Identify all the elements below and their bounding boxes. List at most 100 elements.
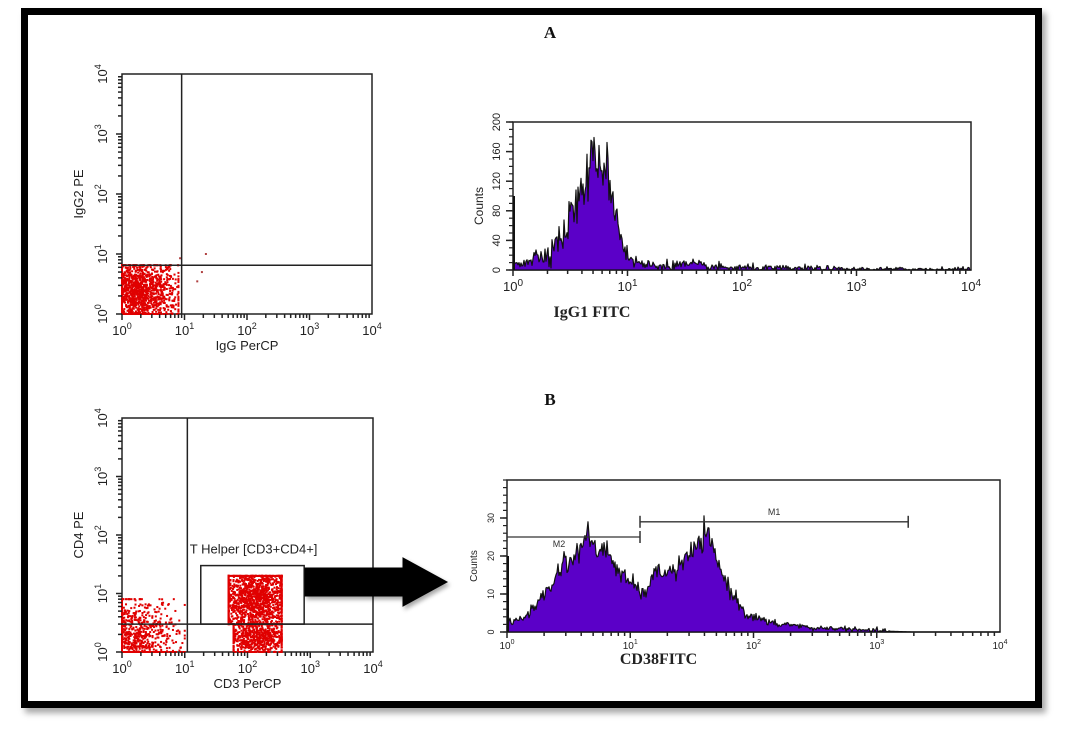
event-dot: [264, 610, 267, 613]
event-dot: [131, 311, 134, 314]
event-dot: [124, 295, 127, 298]
event-dot: [248, 605, 251, 608]
event-dot: [260, 646, 263, 649]
event-dot: [129, 626, 132, 629]
event-dot: [233, 630, 236, 633]
x-tick-base: 10: [300, 323, 314, 338]
event-dot: [149, 298, 152, 301]
event-dot: [129, 290, 132, 293]
event-dot: [134, 291, 137, 294]
event-dot: [123, 645, 126, 648]
event-dot: [263, 641, 266, 644]
event-dot: [140, 630, 143, 633]
event-dot: [156, 296, 159, 299]
y-tick-label: 160: [491, 142, 503, 160]
event-dot: [249, 592, 252, 595]
event-dot: [130, 625, 133, 628]
scatter-plot-b: T Helper [CD3+CD4+]100 101 102 103 104100101…: [71, 408, 383, 691]
event-dot: [280, 641, 283, 644]
event-dot: [143, 637, 146, 640]
event-dot: [126, 612, 129, 615]
event-dot: [251, 630, 254, 633]
event-dot: [269, 605, 272, 608]
event-dot: [239, 646, 242, 649]
x-tick-exponent: 0: [517, 278, 523, 289]
event-dot: [242, 590, 245, 593]
event-dot: [173, 651, 176, 653]
event-dot: [254, 610, 257, 613]
event-dot: [256, 643, 259, 646]
event-dot: [128, 279, 131, 282]
event-dot: [247, 595, 250, 598]
event-dot: [275, 578, 278, 581]
y-tick-label: 120: [491, 172, 503, 190]
event-dot: [121, 620, 123, 623]
event-dot: [170, 621, 173, 624]
event-dot: [240, 621, 243, 624]
event-dot: [143, 294, 146, 297]
y-tick-label: 0: [486, 629, 496, 634]
event-dot: [130, 299, 133, 302]
event-dot: [239, 606, 242, 609]
event-dot: [252, 592, 255, 595]
event-dot: [253, 580, 256, 583]
event-dot: [145, 313, 148, 315]
event-dot: [149, 277, 152, 280]
event-dot: [155, 270, 158, 273]
event-dot: [268, 591, 271, 594]
event-dot: [275, 606, 278, 609]
event-dot: [249, 620, 252, 623]
event-dot: [137, 282, 140, 285]
event-dot: [154, 288, 157, 291]
event-dot: [145, 274, 148, 277]
event-dot: [251, 604, 254, 607]
event-dot: [256, 593, 259, 596]
event-dot: [278, 612, 281, 615]
event-dot: [131, 278, 134, 281]
event-dot: [140, 287, 143, 290]
event-dot: [156, 313, 159, 315]
event-dot: [148, 305, 151, 308]
event-dot: [130, 313, 133, 315]
event-dot: [178, 630, 181, 633]
event-dot: [135, 651, 138, 653]
event-dot: [267, 641, 270, 644]
event-dot: [150, 289, 153, 292]
event-dot: [260, 628, 263, 631]
event-dot: [144, 603, 147, 606]
event-dot: [177, 299, 180, 302]
event-dot: [128, 296, 131, 299]
event-dot: [239, 609, 242, 612]
event-dot: [268, 636, 271, 639]
event-dot: [167, 305, 170, 308]
event-dot: [270, 601, 273, 604]
event-dot: [257, 588, 260, 591]
x-tick-label: 101: [617, 278, 637, 294]
event-dot: [240, 644, 243, 647]
event-dot: [259, 591, 262, 594]
event-dot: [165, 298, 168, 301]
event-dot: [248, 578, 251, 581]
event-dot: [159, 303, 162, 306]
event-dot: [151, 310, 154, 313]
event-dot: [229, 597, 232, 600]
event-dot: [131, 651, 134, 653]
event-dot: [264, 646, 267, 649]
event-dot: [179, 646, 182, 649]
event-dot: [250, 606, 253, 609]
event-dot: [133, 298, 136, 301]
event-dot: [249, 618, 252, 621]
event-dot: [268, 578, 271, 581]
event-dot: [146, 301, 149, 304]
event-dot: [243, 601, 246, 604]
y-tick-exponent: 2: [93, 184, 103, 189]
event-dot: [147, 286, 150, 289]
event-dot: [260, 634, 263, 637]
event-dot: [273, 596, 276, 599]
event-dot: [243, 590, 246, 593]
plot-area: [121, 417, 374, 653]
event-dot: [248, 608, 251, 611]
event-dot: [130, 297, 133, 300]
event-dot: [163, 299, 166, 302]
event-dot: [258, 619, 261, 622]
